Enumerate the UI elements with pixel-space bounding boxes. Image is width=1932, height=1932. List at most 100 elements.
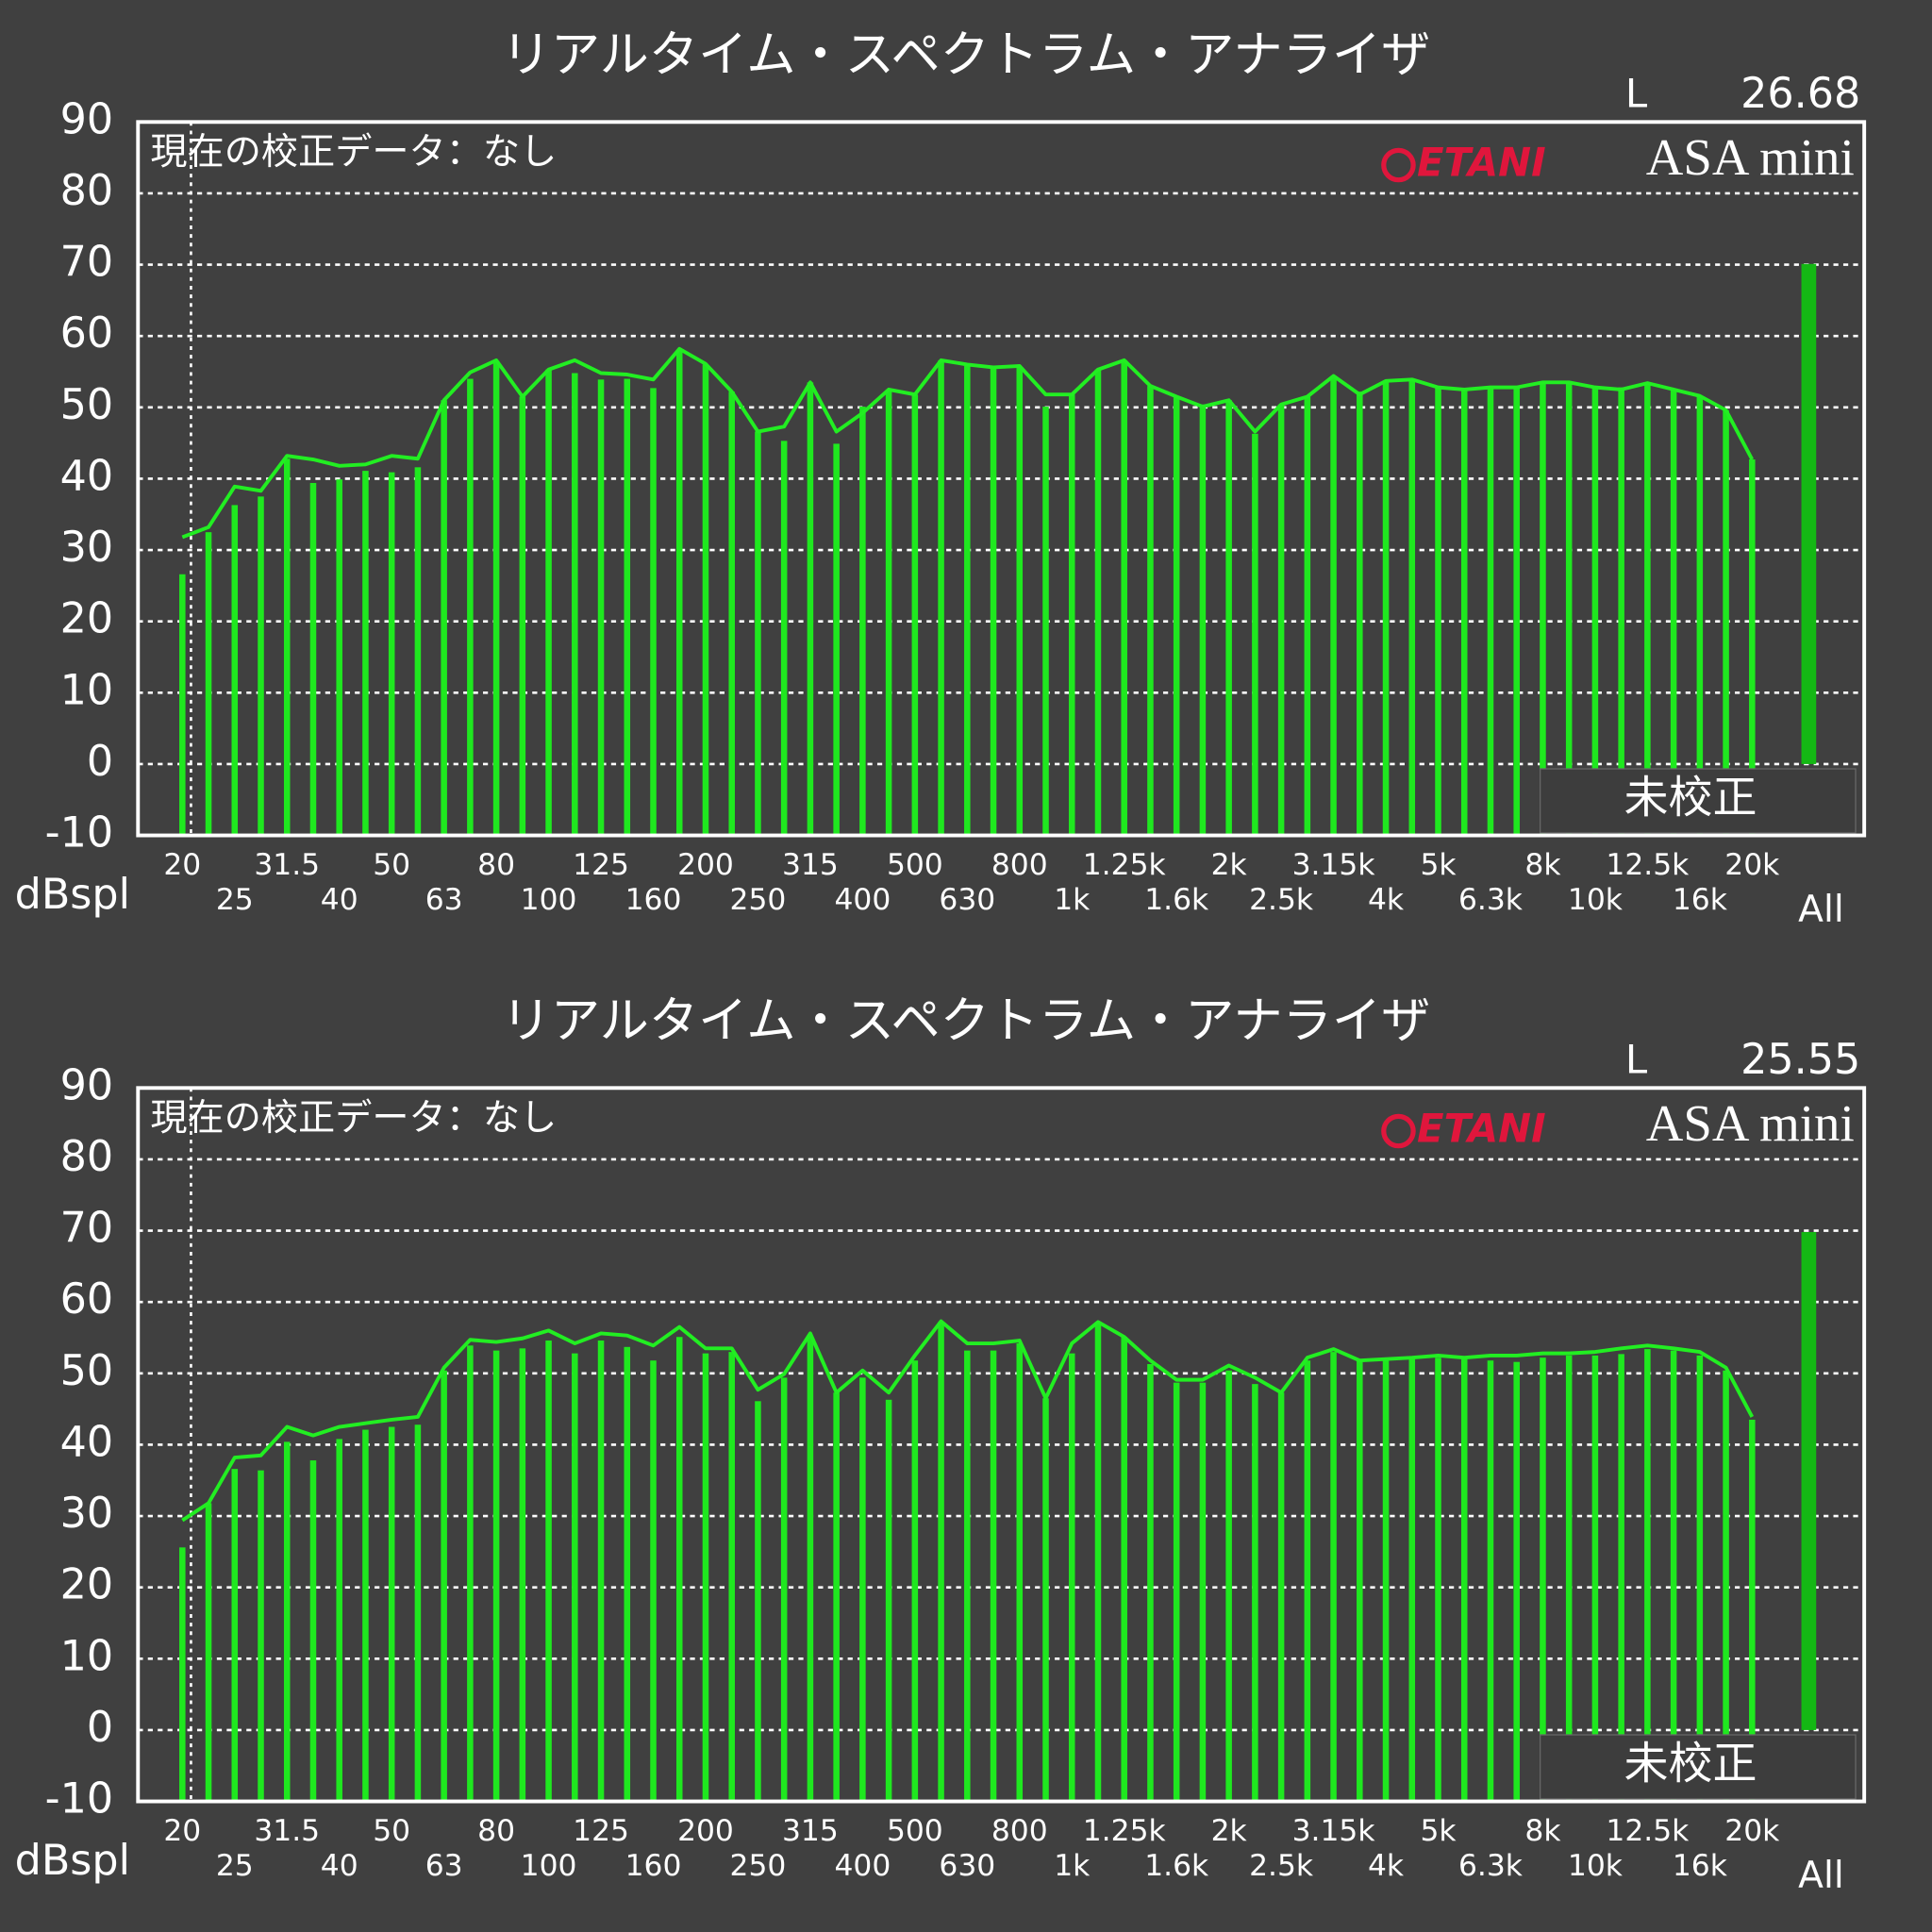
brand-icon xyxy=(1381,1113,1416,1149)
x-tick-label: 250 xyxy=(730,883,787,917)
spectrum-bar xyxy=(728,391,735,836)
product-name: ASA mini xyxy=(1646,128,1855,186)
spectrum-bar xyxy=(1670,389,1677,836)
spectrum-bar xyxy=(675,351,683,836)
x-tick-label: 25 xyxy=(216,883,254,917)
y-axis-label: dBspl xyxy=(15,1837,130,1885)
spectrum-bar xyxy=(545,369,552,836)
peak-line xyxy=(181,346,1755,540)
y-tick-label: -10 xyxy=(45,1775,114,1824)
x-tick-label: 31.5 xyxy=(254,848,320,882)
spectrum-bar xyxy=(1644,383,1651,836)
x-tick-label: 800 xyxy=(991,1814,1048,1848)
spectrum-bar xyxy=(336,479,342,836)
total-bar xyxy=(1801,263,1817,764)
y-tick-label: 60 xyxy=(60,1275,114,1324)
spectrum-bar xyxy=(1252,1384,1258,1802)
product-name: ASA mini xyxy=(1646,1094,1855,1152)
x-tick-label: 12.5k xyxy=(1606,848,1690,882)
x-tick-label: 5k xyxy=(1420,1814,1457,1848)
x-tick-label: 400 xyxy=(834,1849,891,1883)
spectrum-bar xyxy=(1277,1392,1285,1802)
level-value: 25.55 xyxy=(1740,1036,1860,1084)
spectrum-bar xyxy=(728,1352,735,1802)
spectrum-bar xyxy=(1304,396,1311,836)
x-tick-label: 8k xyxy=(1524,848,1561,882)
spectrum-bar xyxy=(1199,1382,1207,1802)
spectrum-bar xyxy=(545,1341,552,1802)
x-tick-label: 1.25k xyxy=(1083,1814,1167,1848)
spectrum-bar xyxy=(283,458,291,836)
spectrum-bar xyxy=(755,431,761,836)
spectrum-bar xyxy=(1252,433,1258,836)
channel-label: L xyxy=(1625,70,1648,116)
total-label: All xyxy=(1798,1855,1844,1897)
x-tick-label: 200 xyxy=(677,1814,734,1848)
x-tick-label: 100 xyxy=(521,883,577,917)
x-tick-label: 1k xyxy=(1054,1849,1091,1883)
spectrum-bar xyxy=(414,1424,422,1802)
x-tick-label: 63 xyxy=(425,1849,463,1883)
spectrum-bar xyxy=(650,388,657,836)
y-tick-label: 70 xyxy=(60,239,114,287)
spectrum-bar xyxy=(467,378,474,836)
total-label: All xyxy=(1798,889,1844,931)
y-tick-label: 10 xyxy=(60,1632,114,1680)
spectrum-bar xyxy=(388,472,395,836)
spectrum-bar xyxy=(1147,386,1154,836)
spectrum-bar xyxy=(1513,1361,1520,1802)
spectrum-bar xyxy=(1121,359,1127,836)
x-tick-label: 160 xyxy=(625,883,682,917)
x-tick-label: 800 xyxy=(991,848,1048,882)
x-tick-label: 250 xyxy=(730,1849,787,1883)
x-tick-label: 4k xyxy=(1368,1849,1405,1883)
spectrum-bar xyxy=(1749,459,1756,836)
spectrum-bar xyxy=(1016,1343,1024,1802)
spectrum-bar xyxy=(441,1370,447,1802)
brand-name: ETANI xyxy=(1417,140,1546,186)
x-tick-label: 500 xyxy=(887,848,943,882)
spectrum-bar xyxy=(807,1337,814,1802)
spectrum-bar xyxy=(964,1350,971,1802)
status-box xyxy=(1539,1734,1857,1800)
spectrum-bar xyxy=(1487,387,1494,836)
spectrum-bar xyxy=(885,1399,892,1802)
brand-name: ETANI xyxy=(1417,1106,1546,1152)
spectrum-bar xyxy=(388,1426,395,1802)
spectrum-bar xyxy=(833,1392,840,1802)
spectrum-bar xyxy=(283,1441,291,1802)
spectrum-bar xyxy=(179,574,186,836)
spectrum-bar xyxy=(859,407,866,836)
x-tick-label: 2k xyxy=(1211,848,1248,882)
spectrum-bar xyxy=(1094,1322,1102,1802)
chart-title: リアルタイム・スペクトラム・アナライザ xyxy=(502,26,1431,83)
y-tick-label: 50 xyxy=(60,1347,114,1395)
y-tick-label: 50 xyxy=(60,381,114,429)
calibration-note: 現在の校正データ：なし xyxy=(150,1097,557,1140)
spectrum-bar xyxy=(1723,409,1729,836)
spectrum-bar xyxy=(519,1348,526,1802)
spectrum-bar xyxy=(1357,1360,1363,1802)
spectrum-bar xyxy=(624,1346,631,1802)
spectrum-bar xyxy=(702,1353,709,1802)
x-tick-label: 315 xyxy=(782,1814,839,1848)
spectrum-bar xyxy=(231,505,239,836)
chart-title: リアルタイム・スペクトラム・アナライザ xyxy=(502,992,1431,1049)
status-label: 未校正 xyxy=(1624,1738,1757,1790)
spectrum-bar xyxy=(675,1337,683,1802)
spectrum-bar xyxy=(1591,1355,1599,1802)
spectrum-bar xyxy=(309,1460,317,1802)
spectrum-bar xyxy=(362,471,369,836)
spectrum-bar xyxy=(597,1341,605,1802)
spectrum-bar xyxy=(911,394,919,836)
plot-frame xyxy=(136,120,1867,838)
y-tick-label: 70 xyxy=(60,1205,114,1253)
x-tick-label: 400 xyxy=(834,883,891,917)
y-tick-label: -10 xyxy=(45,809,114,858)
y-axis-label: dBspl xyxy=(15,871,130,919)
spectrum-bar xyxy=(572,1353,578,1802)
spectrum-bar xyxy=(1016,367,1024,836)
spectrum-bar xyxy=(885,389,892,836)
spectrum-bar xyxy=(205,532,212,836)
